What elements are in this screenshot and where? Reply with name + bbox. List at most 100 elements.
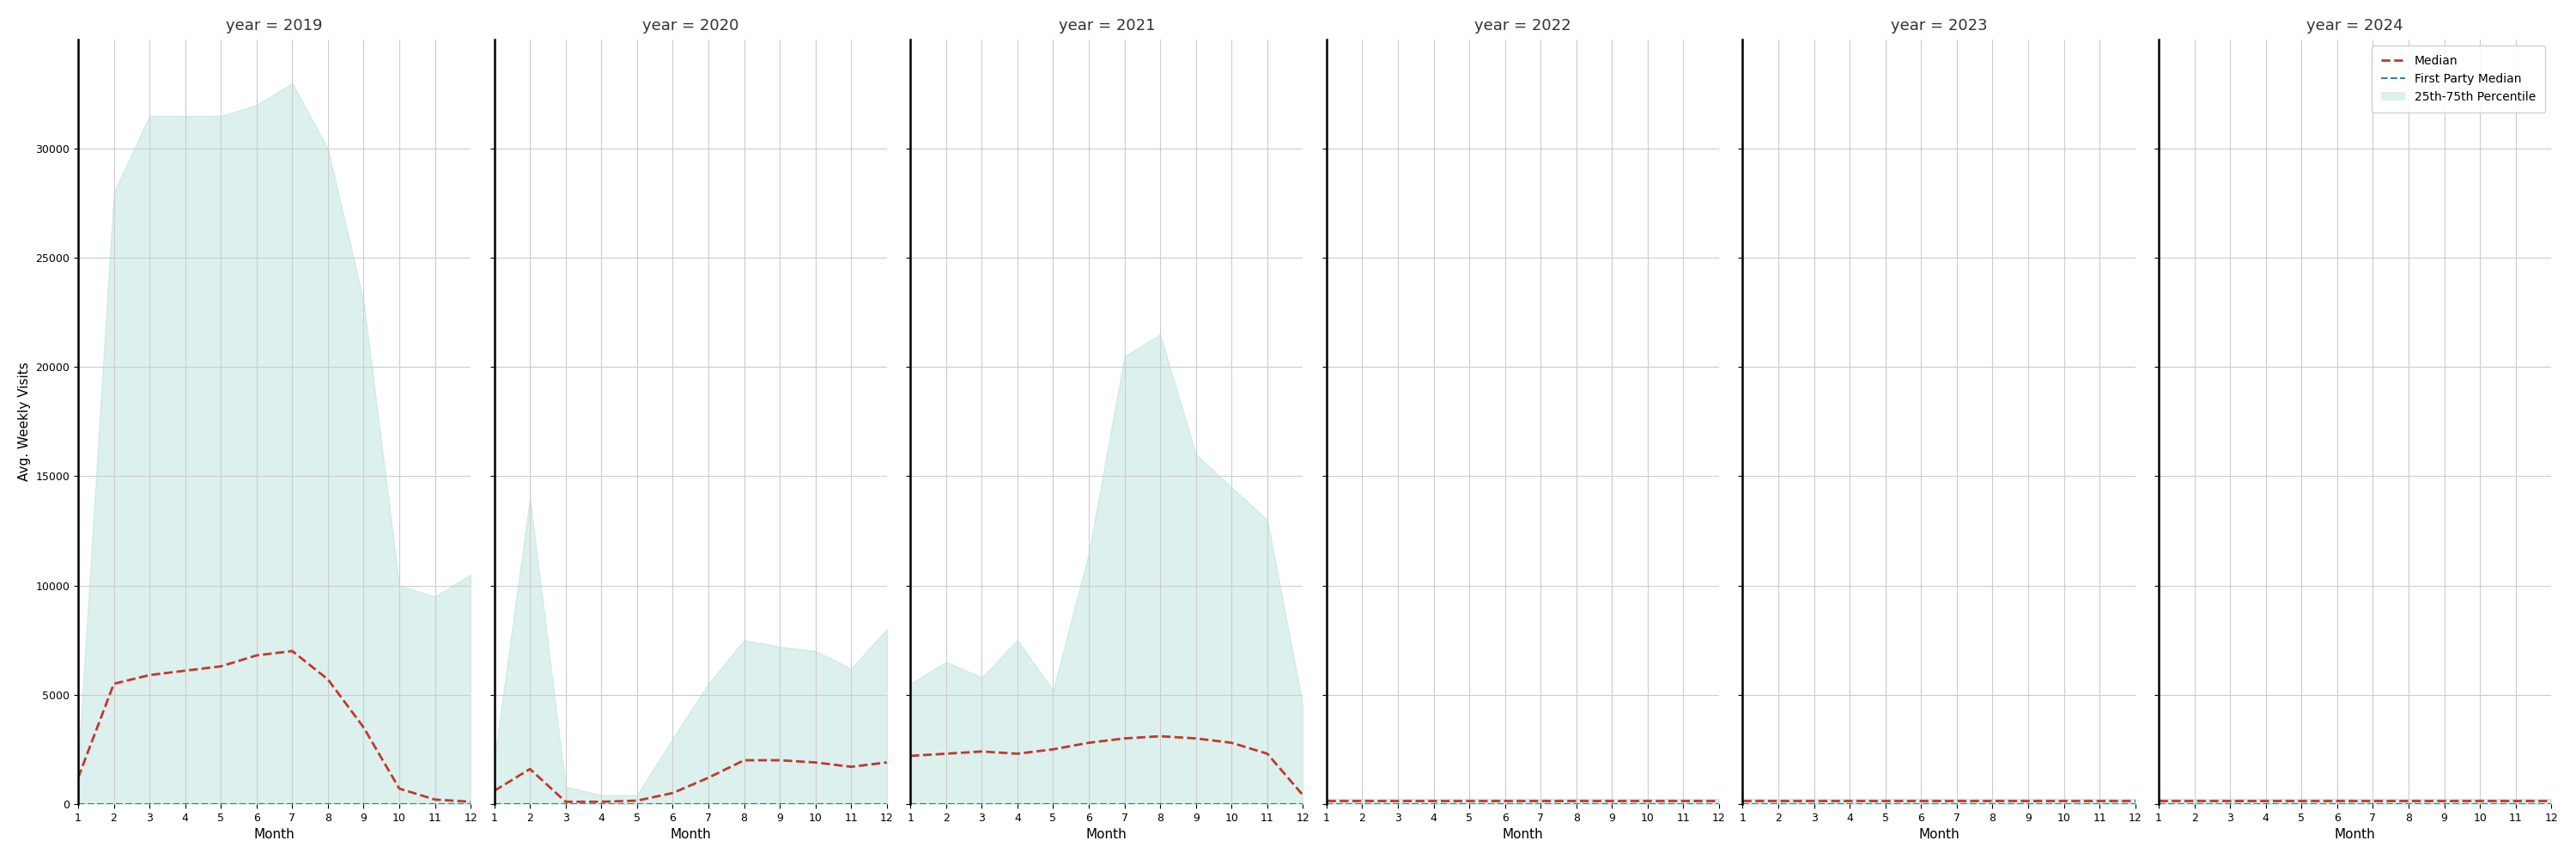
Median: [98, 679, 129, 689]
Median: [621, 795, 652, 806]
Median: [1834, 795, 1865, 806]
First Party Median: [2084, 799, 2115, 809]
Median: [835, 762, 866, 772]
Median: [1870, 795, 1901, 806]
First Party Median: [1453, 799, 1484, 809]
Median: [515, 764, 546, 774]
First Party Median: [1489, 799, 1520, 809]
Median: [551, 796, 582, 807]
First Party Median: [551, 799, 582, 809]
Median: [2285, 795, 2316, 806]
Line: Median: Median: [495, 760, 886, 801]
First Party Median: [1561, 799, 1592, 809]
X-axis label: Month: Month: [670, 828, 711, 841]
Median: [2179, 795, 2210, 806]
First Party Median: [1906, 799, 1937, 809]
Median: [1383, 795, 1414, 806]
First Party Median: [1347, 799, 1378, 809]
First Party Median: [621, 799, 652, 809]
Median: [930, 748, 961, 758]
First Party Median: [1942, 799, 1973, 809]
Median: [1110, 734, 1141, 744]
First Party Median: [1144, 799, 1175, 809]
First Party Median: [348, 799, 379, 809]
Median: [1798, 795, 1829, 806]
First Party Median: [1633, 799, 1664, 809]
Median: [2215, 795, 2246, 806]
First Party Median: [1762, 799, 1793, 809]
First Party Median: [170, 799, 201, 809]
Median: [2084, 795, 2115, 806]
First Party Median: [966, 799, 997, 809]
Median: [2012, 795, 2043, 806]
First Party Median: [1216, 799, 1247, 809]
Median: [479, 786, 510, 796]
Median: [420, 795, 451, 805]
Title: year = 2019: year = 2019: [227, 18, 322, 34]
Median: [1419, 795, 1450, 806]
First Party Median: [242, 799, 273, 809]
First Party Median: [1419, 799, 1450, 809]
Median: [1216, 738, 1247, 748]
First Party Median: [693, 799, 724, 809]
Median: [2429, 795, 2460, 806]
First Party Median: [765, 799, 796, 809]
Median: [801, 758, 832, 768]
Median: [2321, 795, 2352, 806]
X-axis label: Month: Month: [1502, 828, 1543, 841]
Median: [206, 661, 237, 672]
First Party Median: [1252, 799, 1283, 809]
First Party Median: [515, 799, 546, 809]
Median: [1252, 748, 1283, 758]
X-axis label: Month: Month: [255, 828, 294, 841]
First Party Median: [894, 799, 925, 809]
Median: [2120, 795, 2151, 806]
First Party Median: [1002, 799, 1033, 809]
First Party Median: [1110, 799, 1141, 809]
X-axis label: Month: Month: [1919, 828, 1960, 841]
Median: [1597, 795, 1628, 806]
First Party Median: [930, 799, 961, 809]
First Party Median: [2048, 799, 2079, 809]
First Party Median: [479, 799, 510, 809]
First Party Median: [835, 799, 866, 809]
Median: [2535, 795, 2566, 806]
Title: year = 2020: year = 2020: [641, 18, 739, 34]
Median: [1906, 795, 1937, 806]
First Party Median: [1870, 799, 1901, 809]
Median: [894, 751, 925, 761]
Median: [62, 772, 93, 783]
First Party Median: [98, 799, 129, 809]
First Party Median: [1383, 799, 1414, 809]
Y-axis label: Avg. Weekly Visits: Avg. Weekly Visits: [18, 362, 31, 481]
First Party Median: [2215, 799, 2246, 809]
First Party Median: [206, 799, 237, 809]
First Party Median: [1798, 799, 1829, 809]
Median: [729, 755, 760, 765]
First Party Median: [276, 799, 307, 809]
Median: [2465, 795, 2496, 806]
First Party Median: [1074, 799, 1105, 809]
Median: [1002, 748, 1033, 758]
Median: [2048, 795, 2079, 806]
Median: [456, 796, 487, 807]
First Party Median: [384, 799, 415, 809]
First Party Median: [2357, 799, 2388, 809]
First Party Median: [2321, 799, 2352, 809]
Title: year = 2021: year = 2021: [1059, 18, 1154, 34]
First Party Median: [1667, 799, 1698, 809]
First Party Median: [456, 799, 487, 809]
X-axis label: Month: Month: [2334, 828, 2375, 841]
First Party Median: [2179, 799, 2210, 809]
First Party Median: [1180, 799, 1211, 809]
Median: [1347, 795, 1378, 806]
Median: [2393, 795, 2424, 806]
Median: [1726, 795, 1757, 806]
First Party Median: [801, 799, 832, 809]
First Party Median: [1726, 799, 1757, 809]
First Party Median: [2535, 799, 2566, 809]
Median: [1976, 795, 2007, 806]
Legend: Median, First Party Median, 25th-75th Percentile: Median, First Party Median, 25th-75th Pe…: [2372, 46, 2545, 113]
Median: [1180, 734, 1211, 744]
First Party Median: [1525, 799, 1556, 809]
